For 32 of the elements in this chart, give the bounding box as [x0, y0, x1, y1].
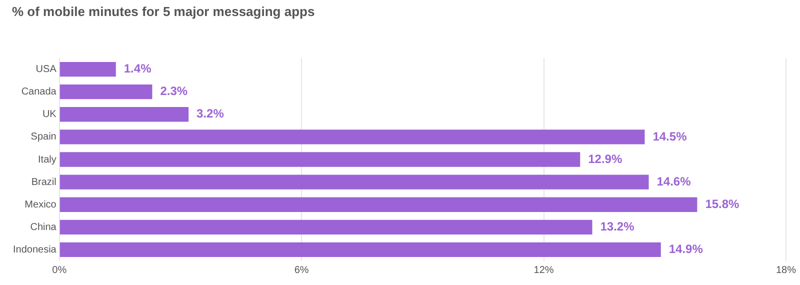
data-label: 3.2% — [196, 106, 224, 121]
bar — [60, 197, 698, 212]
data-label: 1.4% — [124, 62, 152, 76]
bar — [60, 62, 116, 77]
y-tick-label: UK — [42, 109, 57, 120]
y-tick-label: Spain — [30, 132, 56, 143]
data-label: 14.5% — [652, 129, 688, 144]
bar — [60, 107, 189, 122]
bar — [60, 242, 661, 258]
y-tick-label: Italy — [38, 154, 56, 166]
x-tick-label: 18% — [776, 264, 796, 276]
bar — [60, 84, 152, 100]
data-label: 12.9% — [588, 152, 622, 166]
y-tick-label: Indonesia — [12, 244, 57, 256]
data-label: 14.6% — [656, 174, 692, 188]
data-label: 15.8% — [705, 196, 740, 211]
x-tick-label: 12% — [534, 264, 554, 276]
y-tick-label: USA — [36, 64, 57, 76]
x-tick-label: 6% — [294, 264, 309, 276]
bar — [60, 130, 645, 144]
bar — [60, 152, 580, 167]
bar — [60, 174, 649, 190]
x-tick-label: 0% — [52, 264, 67, 276]
data-label: 14.9% — [668, 242, 704, 256]
y-tick-label: China — [30, 222, 57, 233]
chart-title: % of mobile minutes for 5 major messaging apps — [12, 4, 315, 19]
data-label: 2.3% — [160, 84, 188, 98]
bar — [60, 220, 592, 234]
y-tick-label: Mexico — [24, 199, 57, 210]
y-tick-label: Canada — [21, 86, 57, 98]
y-tick-label: Brazil — [31, 176, 56, 188]
data-label: 13.2% — [600, 219, 635, 234]
